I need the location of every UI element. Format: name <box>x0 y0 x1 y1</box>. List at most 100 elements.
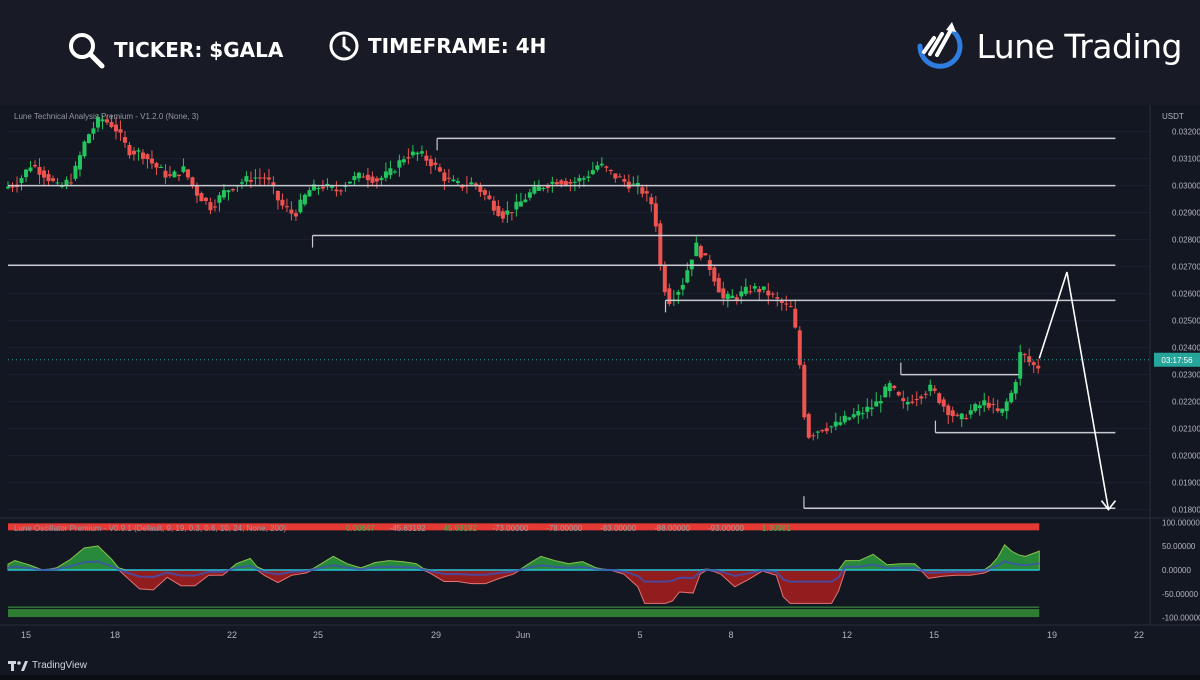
candle-down <box>995 408 1000 412</box>
candle-down <box>991 403 996 405</box>
candle-down <box>811 435 816 437</box>
candle-down <box>32 164 37 167</box>
candle-down <box>113 124 118 132</box>
candle-down <box>50 178 55 181</box>
candle-down <box>478 184 483 192</box>
candle-down <box>901 398 906 402</box>
candle-down <box>986 402 991 408</box>
oscillator-value: -88.00000 <box>654 524 691 533</box>
candle-down <box>491 200 496 211</box>
candle-down <box>946 405 951 416</box>
candle-up <box>6 186 10 189</box>
candle-down <box>487 195 492 200</box>
oscillator-value: -93.00000 <box>708 524 745 533</box>
candle-down <box>374 178 379 182</box>
candle-up <box>221 190 226 198</box>
candle-down <box>554 182 559 185</box>
time-tick-label: 12 <box>842 630 852 640</box>
oscillator-value: 45.63192 <box>444 524 478 533</box>
candle-down <box>154 162 159 168</box>
candle-up <box>833 421 838 427</box>
candle-down <box>712 267 717 282</box>
lune-logo-icon <box>917 22 963 69</box>
candle-up <box>352 176 357 181</box>
candle-up <box>959 413 964 420</box>
candle-up <box>739 291 744 297</box>
candle-up <box>19 178 24 184</box>
candle-down <box>748 291 753 293</box>
price-tick-label: 0.02900 <box>1172 209 1200 218</box>
price-tick-label: 0.01800 <box>1172 506 1200 515</box>
candle-down <box>320 186 325 189</box>
candle-up <box>86 134 91 144</box>
candle-up <box>383 171 388 178</box>
candle-down <box>608 169 613 172</box>
candle-up <box>136 150 141 152</box>
candle-down <box>442 172 447 182</box>
time-tick-label: 18 <box>110 630 120 640</box>
price-tick-label: 0.03000 <box>1172 182 1200 191</box>
candle-up <box>77 155 82 170</box>
oscillator-value: -73.00000 <box>492 524 529 533</box>
candle-down <box>613 173 618 179</box>
candle-down <box>433 162 438 165</box>
osc-top-band <box>8 523 1040 531</box>
candle-down <box>338 190 343 192</box>
candle-up <box>595 165 600 170</box>
candle-down <box>644 191 649 194</box>
candle-down <box>802 364 807 418</box>
candle-up <box>599 163 604 166</box>
indicator-label: Lune Technical Analysis Premium - V1.2.0… <box>14 112 199 121</box>
candle-down <box>289 209 294 214</box>
candle-down <box>766 290 771 296</box>
candle-down <box>370 176 375 183</box>
candle-up <box>1000 408 1005 413</box>
price-tick-label: 0.03100 <box>1172 155 1200 164</box>
candle-down <box>1022 354 1027 356</box>
candle-down <box>919 396 924 399</box>
candle-down <box>203 197 208 201</box>
candle-down <box>122 137 127 143</box>
ticker-label: TICKER: $GALA <box>114 38 284 62</box>
candle-down <box>910 401 915 403</box>
candle-down <box>46 173 51 182</box>
candle-up <box>226 190 231 193</box>
candle-down <box>437 167 442 172</box>
candle-down <box>109 121 114 128</box>
candle-up <box>419 151 424 154</box>
candle-up <box>253 177 258 179</box>
candle-down <box>284 206 289 208</box>
candle-down <box>649 197 654 205</box>
osc-signal-line <box>7 560 1040 583</box>
candle-down <box>190 177 195 186</box>
candle-down <box>10 186 15 188</box>
candle-up <box>869 407 874 410</box>
osc-bottom-band <box>8 609 1040 618</box>
candle-up <box>838 422 843 425</box>
ticker-info: TICKER: $GALA <box>66 30 283 70</box>
chart-area[interactable]: USDT 0.03200 0.03100 0.03000 0.02900 0.02800 0… <box>0 105 1200 675</box>
candle-up <box>928 384 933 392</box>
candle-down <box>932 388 937 391</box>
candle-down <box>806 414 811 438</box>
price-tick-label: 0.02100 <box>1172 425 1200 434</box>
price-tick-label: 0.02000 <box>1172 452 1200 461</box>
candle-up <box>1013 382 1018 394</box>
candle-down <box>334 189 339 192</box>
candle-up <box>73 165 78 179</box>
candle-up <box>847 417 852 420</box>
candle-up <box>581 178 586 180</box>
candle-down <box>662 265 667 293</box>
tradingview-brand[interactable]: TradingView <box>8 660 87 671</box>
oscillator-value: -45.63192 <box>390 524 427 533</box>
osc-tick-label: -50.00000 <box>1162 590 1199 599</box>
candle-up <box>527 192 532 198</box>
oscillator-label: Lune Oscillator Premium - V0.9.1 (Defaul… <box>14 524 286 533</box>
price-chart[interactable]: USDT 0.03200 0.03100 0.03000 0.02900 0.02800 0… <box>0 105 1200 675</box>
candle-up <box>874 401 879 407</box>
candle-up <box>388 168 393 176</box>
candle-down <box>127 145 132 156</box>
candle-down <box>658 223 663 265</box>
candle-up <box>23 169 28 178</box>
candle-down <box>667 288 672 304</box>
